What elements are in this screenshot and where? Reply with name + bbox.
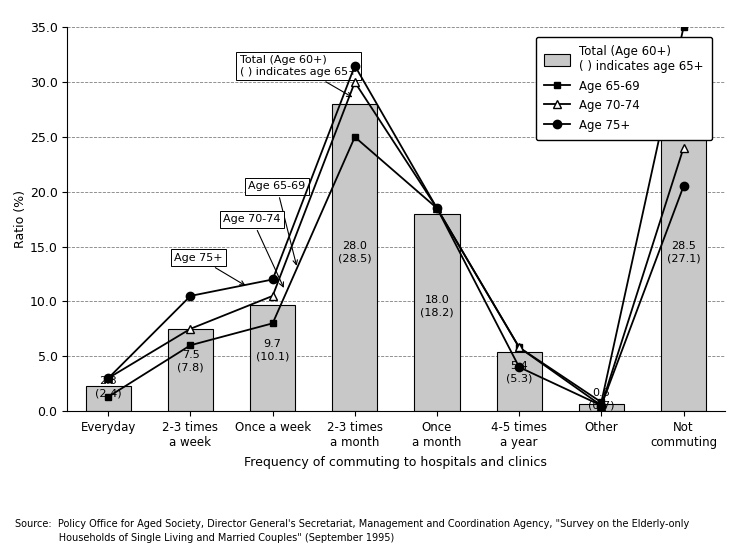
- Text: 28.0
(28.5): 28.0 (28.5): [338, 241, 372, 263]
- Bar: [415, 214, 459, 411]
- Text: 5.4
(5.3): 5.4 (5.3): [506, 361, 533, 384]
- Text: 0.6
(0.7): 0.6 (0.7): [588, 388, 615, 410]
- Bar: [497, 352, 542, 411]
- Text: 2.3
(2.4): 2.3 (2.4): [95, 376, 122, 398]
- Legend: Total (Age 60+)
( ) indicates age 65+, Age 65-69, Age 70-74, Age 75+: Total (Age 60+) ( ) indicates age 65+, A…: [536, 37, 712, 140]
- Text: 28.5
(27.1): 28.5 (27.1): [666, 241, 701, 263]
- Text: Age 70-74: Age 70-74: [223, 214, 283, 287]
- Bar: [579, 404, 624, 411]
- Text: 18.0
(18.2): 18.0 (18.2): [420, 295, 454, 318]
- X-axis label: Frequency of commuting to hospitals and clinics: Frequency of commuting to hospitals and …: [244, 456, 548, 469]
- Bar: [168, 329, 213, 411]
- Text: Source:  Policy Office for Aged Society, Director General's Secretariat, Managem: Source: Policy Office for Aged Society, …: [15, 520, 689, 543]
- Bar: [332, 104, 377, 411]
- Text: Age 75+: Age 75+: [174, 253, 244, 285]
- Text: Total (Age 60+)
( ) indicates age 65+: Total (Age 60+) ( ) indicates age 65+: [240, 55, 357, 96]
- Text: 9.7
(10.1): 9.7 (10.1): [256, 339, 289, 362]
- Text: Age 65-69: Age 65-69: [248, 181, 306, 265]
- Bar: [250, 305, 295, 411]
- Y-axis label: Ratio (%): Ratio (%): [14, 190, 27, 248]
- Bar: [661, 99, 706, 411]
- Bar: [86, 386, 131, 411]
- Text: 7.5
(7.8): 7.5 (7.8): [177, 350, 204, 373]
